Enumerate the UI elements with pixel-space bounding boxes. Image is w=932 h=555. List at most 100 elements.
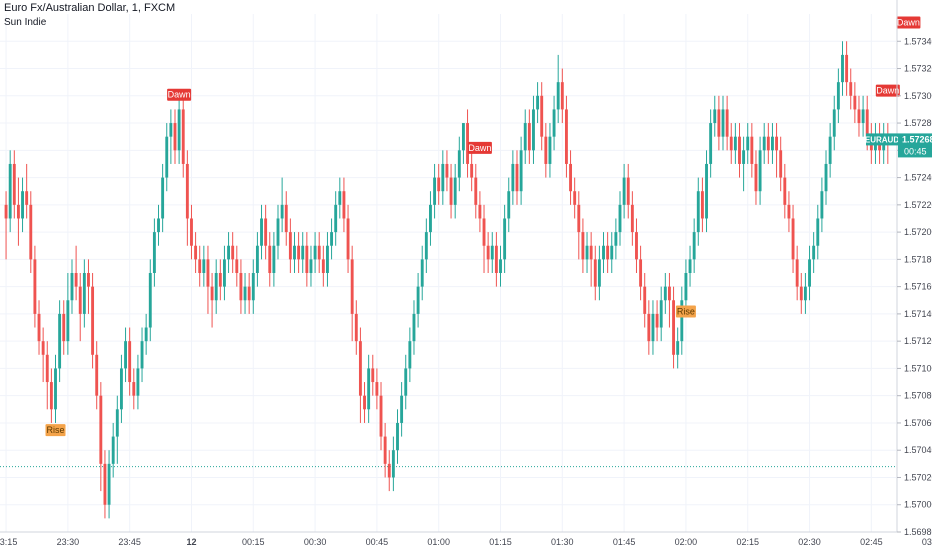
candle	[293, 232, 296, 273]
candle	[618, 191, 622, 246]
candle	[527, 109, 531, 164]
candle	[466, 109, 469, 178]
candle-body	[548, 136, 552, 164]
candle-body	[78, 286, 82, 314]
candle-body	[820, 191, 824, 219]
candle-body	[363, 395, 366, 410]
candle	[771, 123, 774, 164]
candle-body	[626, 177, 630, 205]
candle	[816, 204, 820, 260]
candle-body	[762, 136, 766, 151]
signal-label: Dawn	[897, 17, 920, 27]
candle	[391, 436, 395, 492]
candle-body	[297, 245, 301, 260]
candle	[581, 218, 585, 273]
candle-body	[218, 273, 222, 287]
candle	[214, 259, 218, 314]
signal-label: Rise	[46, 425, 64, 435]
candle	[334, 191, 338, 246]
candle	[507, 177, 511, 233]
candle	[536, 82, 540, 124]
candle-body	[367, 368, 371, 410]
y-tick-label: 1.57000	[904, 500, 932, 510]
candle-body	[190, 218, 193, 246]
candle	[272, 232, 276, 287]
candle-body	[222, 259, 226, 287]
signal-label: Dawn	[876, 86, 899, 96]
candle	[593, 245, 597, 301]
candle	[268, 232, 272, 287]
x-tick-label: 23:15	[0, 537, 17, 547]
candle	[457, 136, 461, 192]
candle-body	[62, 313, 66, 342]
candle-body	[865, 109, 869, 137]
candle	[21, 177, 24, 233]
y-tick-label: 1.57020	[904, 472, 932, 482]
candle	[8, 150, 12, 233]
candle-body	[181, 109, 185, 164]
candle	[540, 82, 544, 151]
candle	[194, 232, 198, 273]
candle-body	[185, 163, 189, 219]
candle	[663, 273, 667, 314]
candle	[124, 327, 127, 383]
candle-body	[243, 286, 247, 301]
price-tag-bg	[898, 133, 932, 158]
candle	[713, 95, 717, 137]
candle	[95, 341, 99, 410]
candle-body	[136, 368, 140, 396]
candle-body	[511, 163, 515, 192]
candle-body	[791, 218, 795, 260]
candle-body	[597, 259, 601, 287]
candle	[742, 136, 746, 192]
candle	[709, 109, 713, 178]
candle-body	[29, 204, 33, 260]
candle-body	[622, 177, 626, 205]
candle-body	[602, 245, 605, 260]
candle-body	[169, 123, 173, 137]
candle-body	[321, 259, 325, 273]
candle	[424, 218, 428, 273]
candle	[33, 245, 37, 328]
candle-body	[527, 123, 531, 151]
candle	[820, 177, 824, 233]
candle	[128, 327, 132, 396]
candle-body	[861, 109, 865, 124]
x-tick-label: 02:00	[675, 537, 698, 547]
candle-body	[581, 232, 585, 260]
candle	[746, 123, 750, 164]
candle-body	[379, 395, 383, 437]
candle-body	[445, 163, 449, 178]
candle	[317, 232, 321, 273]
signal-label: Dawn	[468, 143, 491, 153]
candle-body	[775, 136, 779, 151]
candle-body	[709, 123, 713, 164]
candle	[16, 177, 20, 246]
candle-body	[334, 204, 338, 233]
candle-body	[569, 163, 572, 192]
candle	[251, 259, 255, 314]
candle	[639, 245, 643, 301]
candle	[441, 150, 445, 205]
candle-body	[589, 245, 593, 260]
candle-body	[836, 82, 840, 110]
candle-body	[841, 54, 844, 83]
candle	[635, 218, 638, 273]
candle-body	[70, 273, 74, 301]
candle-body	[165, 136, 169, 178]
candle-body	[832, 109, 836, 137]
candle-body	[560, 82, 564, 110]
candle-body	[239, 273, 243, 301]
candle	[107, 450, 111, 519]
candle-body	[107, 463, 111, 505]
candle	[799, 273, 803, 314]
candle-body	[519, 150, 523, 192]
candle	[165, 123, 169, 192]
candle	[260, 204, 263, 260]
candle	[87, 259, 90, 314]
candle-body	[486, 245, 490, 260]
candle-body	[95, 354, 99, 396]
candle	[222, 245, 226, 301]
candle-body	[115, 409, 119, 437]
candle-body	[214, 273, 218, 301]
